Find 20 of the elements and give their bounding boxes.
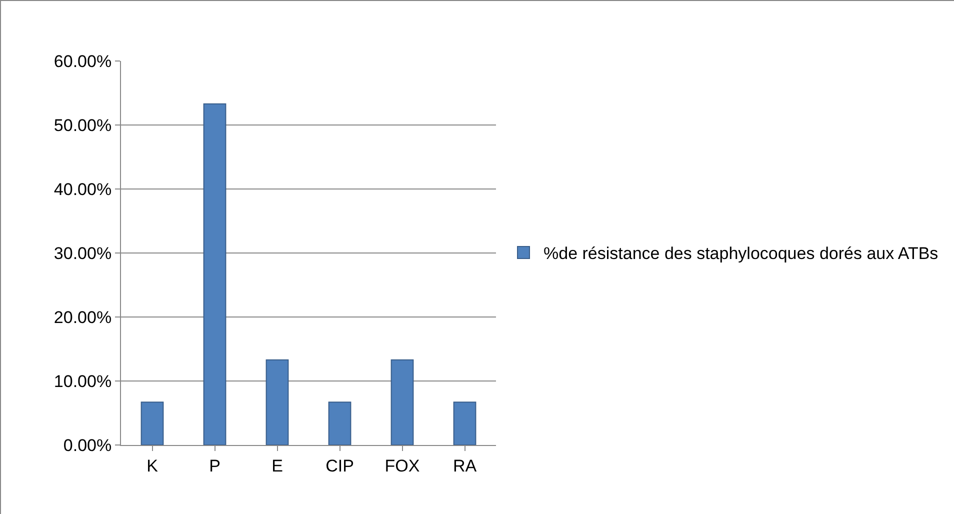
x-tick-label: FOX bbox=[384, 456, 420, 476]
x-tick-label: K bbox=[146, 456, 159, 476]
bar bbox=[328, 402, 352, 445]
x-tick-label: E bbox=[272, 456, 283, 476]
y-tick-label: 60.00% bbox=[54, 52, 112, 71]
bar bbox=[390, 359, 414, 445]
y-tick-label: 30.00% bbox=[54, 244, 112, 263]
bar bbox=[203, 103, 226, 445]
bar bbox=[266, 359, 289, 445]
y-tick-label: 20.00% bbox=[54, 308, 112, 327]
legend-label: %de résistance des staphylocoques dorés aux ATBs bbox=[544, 244, 938, 264]
y-tick-label: 50.00% bbox=[54, 116, 112, 135]
x-tick-label: CIP bbox=[326, 456, 354, 476]
x-tick-label: RA bbox=[452, 456, 478, 476]
bar bbox=[140, 402, 164, 445]
y-tick-label: 40.00% bbox=[54, 180, 112, 199]
x-tick-label: P bbox=[209, 456, 220, 476]
y-tick-label: 0.00% bbox=[63, 436, 112, 455]
y-tick-label: 10.00% bbox=[54, 372, 112, 391]
bar bbox=[453, 402, 476, 445]
